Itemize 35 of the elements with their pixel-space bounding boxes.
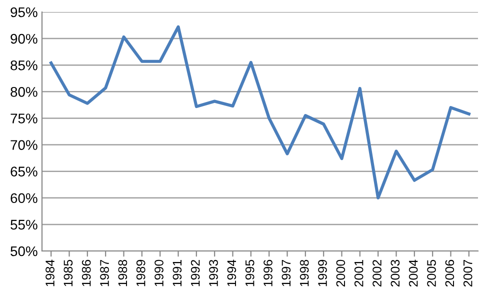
x-tick-label: 1984 xyxy=(46,260,54,286)
x-tick-label: 2004 xyxy=(408,260,418,287)
x-tick-label: 2002 xyxy=(372,260,382,287)
x-tick-label: 2005 xyxy=(427,260,436,287)
line-series xyxy=(50,25,470,200)
x-tick-label: 1998 xyxy=(300,260,309,286)
y-tick-label: 80% xyxy=(10,87,38,97)
x-tick-label: 2006 xyxy=(445,260,454,287)
x-tick-label: 1996 xyxy=(264,260,272,286)
y-tick-label: 70% xyxy=(10,140,38,150)
x-tick-label: 1986 xyxy=(82,260,91,286)
y-tick-label: 65% xyxy=(10,166,38,177)
x-tick-label: 1991 xyxy=(172,260,182,286)
x-tick-label: 1994 xyxy=(227,260,236,286)
x-tick-label: 1987 xyxy=(100,260,109,286)
x-tick-label: 1995 xyxy=(245,260,254,286)
x-tick-label: 1999 xyxy=(318,260,327,286)
x-tick-label: 1985 xyxy=(64,260,73,286)
y-tick-label: 85% xyxy=(10,60,38,70)
x-tick-label: 1993 xyxy=(209,260,218,286)
x-tick-label: 1989 xyxy=(136,260,146,286)
x-tick-label: 1990 xyxy=(154,260,164,286)
x-tick-label: 2007 xyxy=(463,260,472,287)
x-tick-label: 1992 xyxy=(190,260,200,286)
y-tick-label: 55% xyxy=(10,220,38,230)
x-tick-label: 2003 xyxy=(390,260,400,287)
x-tick-label: 1997 xyxy=(282,260,291,286)
y-tick-label: 75% xyxy=(10,114,38,124)
y-tick-label: 50% xyxy=(10,246,38,256)
y-tick-label: 90% xyxy=(10,34,38,44)
y-tick-label: 60% xyxy=(10,193,38,204)
x-tick-label: 1988 xyxy=(118,260,128,286)
x-tick-label: 2000 xyxy=(336,260,346,287)
x-tick-label: 2001 xyxy=(354,260,364,287)
y-tick-label: 95% xyxy=(10,7,38,18)
